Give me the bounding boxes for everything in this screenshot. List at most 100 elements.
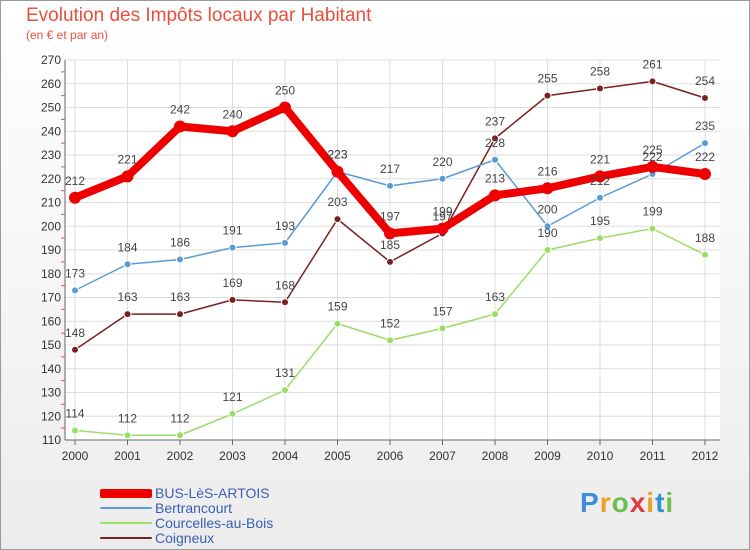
data-label: 191 <box>222 224 242 238</box>
x-tick-label: 2010 <box>587 449 614 463</box>
data-label: 163 <box>485 290 505 304</box>
data-point <box>596 193 604 202</box>
x-tick-label: 2008 <box>482 449 509 463</box>
data-label: 195 <box>590 214 610 228</box>
y-tick-label: 180 <box>41 267 61 281</box>
data-point <box>176 310 184 319</box>
data-label: 152 <box>380 316 400 330</box>
y-tick-label: 210 <box>41 196 61 210</box>
x-tick-label: 2006 <box>377 449 404 463</box>
y-tick-label: 220 <box>41 172 61 186</box>
data-point <box>123 431 132 440</box>
data-point <box>541 182 554 195</box>
data-point <box>438 174 447 183</box>
y-tick-label: 140 <box>41 362 61 376</box>
data-point <box>69 191 81 204</box>
data-label: 169 <box>222 276 242 290</box>
data-label: 112 <box>118 411 137 425</box>
data-label: 217 <box>380 162 400 176</box>
data-point <box>386 181 394 190</box>
y-tick-label: 160 <box>41 314 61 328</box>
legend-swatch <box>100 522 152 524</box>
data-point <box>699 168 711 180</box>
legend-item: Coigneux <box>100 531 214 545</box>
data-point <box>228 409 237 418</box>
data-label: 212 <box>65 174 85 188</box>
x-tick-label: 2003 <box>219 449 246 463</box>
data-point <box>71 426 79 435</box>
data-label: 221 <box>590 152 610 166</box>
data-label: 197 <box>432 209 452 223</box>
data-point <box>228 295 237 304</box>
data-label: 254 <box>695 74 715 88</box>
x-tick-label: 2005 <box>324 449 351 463</box>
data-point <box>384 227 396 240</box>
proxiti-logo: Proxiti <box>580 487 674 519</box>
data-label: 121 <box>222 390 242 404</box>
x-tick-label: 2012 <box>692 449 719 463</box>
y-tick-label: 120 <box>41 409 61 423</box>
data-label: 225 <box>642 143 662 157</box>
data-label: 173 <box>65 266 85 280</box>
data-point <box>331 165 344 178</box>
data-label: 255 <box>537 72 557 86</box>
data-label: 222 <box>642 150 662 164</box>
data-point <box>491 134 499 143</box>
data-point <box>543 91 552 100</box>
data-point <box>648 77 657 86</box>
data-point <box>174 120 186 133</box>
data-label: 185 <box>380 238 400 252</box>
legend-label: Courcelles-au-Bois <box>155 515 274 531</box>
line-chart: 110 120 130 140 150 160 170 180 190 200 210 220 230 2… <box>41 53 720 463</box>
x-tick-label: 2004 <box>272 449 299 463</box>
y-tick-label: 170 <box>41 291 61 305</box>
legend-label: Bertrancourt <box>155 500 233 516</box>
data-label: 223 <box>327 148 347 162</box>
logo-letter: i <box>665 487 675 518</box>
data-point <box>646 160 659 173</box>
data-point <box>226 125 239 138</box>
logo-letter: i <box>646 487 656 518</box>
data-point <box>71 286 79 295</box>
y-tick-label: 190 <box>41 243 61 257</box>
chart-title: Evolution des Impôts locaux par Habitant <box>26 5 372 26</box>
data-label: 220 <box>432 155 452 169</box>
y-tick-label: 240 <box>41 124 61 138</box>
y-tick-label: 110 <box>42 433 61 447</box>
y-tick-label: 260 <box>41 77 61 91</box>
data-label: 114 <box>65 407 84 421</box>
data-label: 222 <box>695 150 715 164</box>
data-point <box>281 298 289 307</box>
data-label: 213 <box>485 171 505 185</box>
legend-swatch <box>100 488 152 498</box>
data-point <box>491 155 499 164</box>
data-label: 168 <box>275 278 295 292</box>
data-point <box>123 260 132 269</box>
data-point <box>701 250 709 259</box>
data-point <box>594 170 606 183</box>
data-point <box>176 431 184 440</box>
data-point <box>176 255 184 264</box>
data-point <box>701 139 709 148</box>
logo-letter: r <box>599 487 612 518</box>
x-tick-label: 2002 <box>167 449 194 463</box>
chart-subtitle: (en € et par an) <box>26 28 109 42</box>
data-label: 186 <box>170 236 190 250</box>
legend-swatch <box>100 537 152 539</box>
data-label: 112 <box>170 411 189 425</box>
data-point <box>279 101 291 114</box>
legend-label: Coigneux <box>155 530 215 546</box>
data-point <box>228 243 237 252</box>
x-tick-label: 2000 <box>62 449 89 463</box>
data-label: 157 <box>432 304 452 318</box>
data-label: 184 <box>117 240 137 254</box>
data-point <box>123 310 132 319</box>
data-label: 159 <box>327 300 347 314</box>
data-point <box>333 319 342 328</box>
data-label: 212 <box>590 174 610 188</box>
data-point <box>436 222 449 235</box>
data-point <box>386 336 394 345</box>
legend-label: BUS-LèS-ARTOIS <box>155 485 270 501</box>
data-label: 193 <box>275 219 295 233</box>
data-point <box>489 189 501 202</box>
